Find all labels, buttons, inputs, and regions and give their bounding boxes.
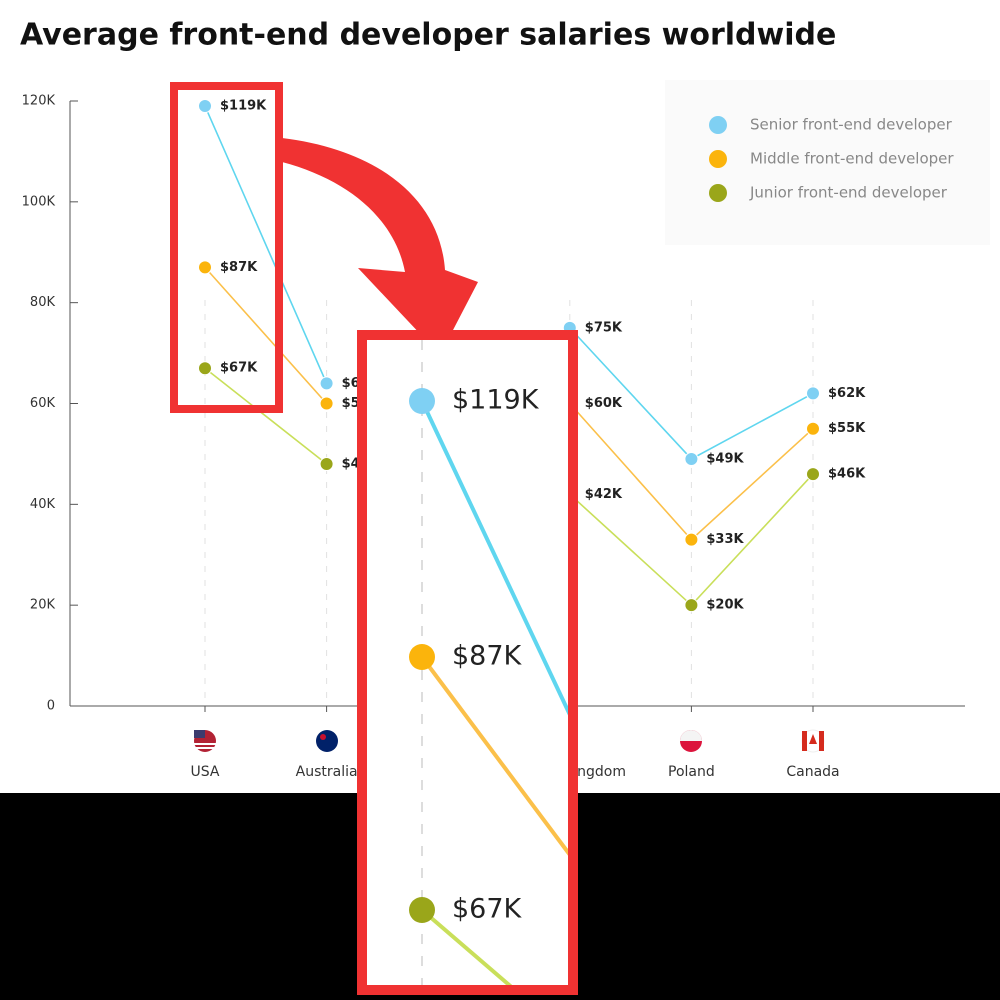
value-label: $67K xyxy=(220,361,258,376)
highlight-box xyxy=(170,82,283,413)
zoom-line xyxy=(420,908,517,990)
legend-label: Senior front-end developer xyxy=(750,116,953,134)
x-tick-label: Australia xyxy=(296,764,358,780)
chart-title: Average front-end developer salaries wor… xyxy=(20,18,836,53)
y-tick-label: 120K xyxy=(22,94,56,109)
value-label: $60K xyxy=(585,396,623,411)
flags xyxy=(194,729,825,753)
data-point xyxy=(806,421,820,436)
y-tick-label: 80K xyxy=(30,295,56,310)
zoom-point xyxy=(409,644,435,670)
y-tick-label: 20K xyxy=(30,598,56,613)
legend-label: Middle front-end developer xyxy=(750,150,954,168)
zoom-frame xyxy=(357,330,578,995)
legend-label: Junior front-end developer xyxy=(749,184,948,202)
zoom-point xyxy=(409,388,435,414)
value-label: $55K xyxy=(828,421,866,436)
plot: 020K40K60K80K100K120KUSAAustraliaUnited … xyxy=(22,94,965,780)
data-point xyxy=(319,396,334,411)
flag-canada-band xyxy=(802,731,807,751)
data-point xyxy=(806,467,820,482)
legend-marker xyxy=(709,184,727,202)
y-tick-label: 60K xyxy=(30,396,56,411)
data-point xyxy=(806,386,820,401)
data-point xyxy=(319,376,334,391)
legend-marker xyxy=(709,116,727,134)
data-point xyxy=(319,457,334,471)
data-point xyxy=(198,361,212,376)
value-label: $20K xyxy=(706,598,744,613)
value-label: $62K xyxy=(828,386,866,401)
value-label: $42K xyxy=(585,487,623,502)
value-label: $75K xyxy=(585,320,623,335)
flag-australia-union xyxy=(320,734,326,740)
zoom-line xyxy=(420,400,572,716)
data-point xyxy=(684,451,699,466)
flag-canada-band xyxy=(819,731,824,751)
value-label: $87K xyxy=(220,260,258,275)
data-point xyxy=(198,260,212,275)
x-tick-label: Poland xyxy=(668,764,715,780)
y-tick-label: 100K xyxy=(22,194,56,209)
data-point xyxy=(684,598,699,613)
zoom-point xyxy=(409,897,435,923)
zoom-panel xyxy=(362,335,573,990)
data-point xyxy=(198,99,212,114)
value-label: $119K xyxy=(220,99,267,114)
legend-marker xyxy=(709,150,727,168)
arrow xyxy=(282,138,478,355)
y-tick-label: 0 xyxy=(47,699,55,714)
data-point xyxy=(684,532,699,547)
flag-usa-canton xyxy=(194,730,205,738)
zoom-content: $119K $87K $67K xyxy=(409,340,572,990)
zoom-line xyxy=(420,655,572,857)
value-label: $33K xyxy=(706,532,744,547)
x-tick-label: Canada xyxy=(786,764,839,780)
flag-canada-leaf xyxy=(809,734,817,744)
zoom-value-label: $119K xyxy=(452,385,540,416)
value-label: $46K xyxy=(828,467,866,482)
value-label: $49K xyxy=(706,451,744,466)
x-tick-label: USA xyxy=(191,764,220,780)
flag-australia xyxy=(316,730,338,752)
flag-poland-white xyxy=(680,730,702,741)
zoom-value-label: $87K xyxy=(452,641,523,672)
y-tick-label: 40K xyxy=(30,497,56,512)
zoom-value-label: $67K xyxy=(452,894,523,925)
